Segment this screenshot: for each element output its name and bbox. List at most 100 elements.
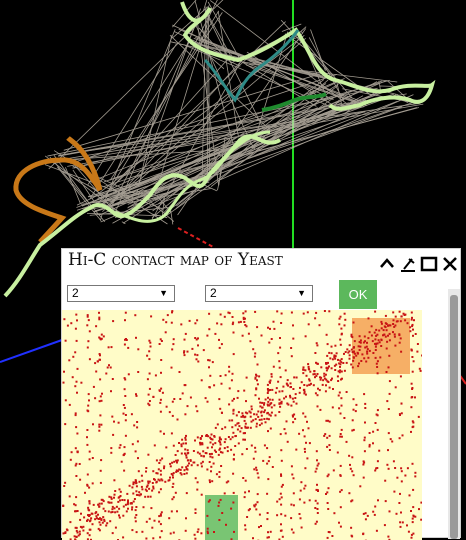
- contact-cell: [338, 370, 340, 372]
- contact-cell: [245, 400, 247, 402]
- contact-cell: [364, 437, 366, 439]
- contact-cell: [86, 429, 88, 431]
- contact-cell: [89, 330, 91, 332]
- contact-cell: [281, 496, 283, 498]
- contact-cell: [412, 518, 414, 520]
- contact-cell: [112, 378, 114, 380]
- contact-cell: [201, 379, 203, 381]
- maximize-icon[interactable]: [420, 255, 438, 273]
- contact-cell: [284, 428, 286, 430]
- contact-cell: [290, 405, 292, 407]
- contact-cell: [254, 378, 256, 380]
- contact-cell: [63, 371, 65, 373]
- contact-cell: [389, 510, 391, 512]
- contact-cell: [77, 451, 79, 453]
- contact-cell: [258, 375, 260, 377]
- contact-cell: [304, 451, 306, 453]
- contact-cell: [331, 367, 333, 369]
- contact-cell: [135, 482, 137, 484]
- scrollbar-thumb[interactable]: [450, 295, 458, 539]
- contact-cell: [213, 531, 215, 533]
- contact-cell: [88, 514, 90, 516]
- contact-cell: [322, 379, 324, 381]
- contact-cell: [163, 433, 165, 435]
- contact-cell: [412, 506, 414, 508]
- contact-cell: [181, 453, 183, 455]
- contact-cell: [89, 451, 91, 453]
- contact-cell: [137, 440, 139, 442]
- contact-cell: [399, 493, 401, 495]
- contact-cell: [99, 378, 101, 380]
- contact-cell: [374, 470, 376, 472]
- contact-cell: [89, 358, 91, 360]
- contact-cell: [205, 452, 207, 454]
- hic-heatmap[interactable]: [62, 310, 422, 540]
- contact-cell: [304, 435, 306, 437]
- contact-cell: [175, 454, 177, 456]
- contact-cell: [135, 514, 137, 516]
- contact-cell: [411, 349, 413, 351]
- contact-cell: [247, 427, 249, 429]
- contact-cell: [191, 464, 193, 466]
- panel-scrollbar[interactable]: [448, 289, 460, 539]
- contact-cell: [344, 313, 346, 315]
- contact-cell: [294, 418, 296, 420]
- contact-cell: [105, 373, 107, 375]
- ok-button[interactable]: OK: [339, 280, 377, 309]
- contact-cell: [390, 438, 392, 440]
- contact-cell: [70, 459, 72, 461]
- contact-cell: [281, 390, 283, 392]
- contact-cell: [158, 521, 160, 523]
- contact-cell: [257, 416, 259, 418]
- contact-cell: [284, 515, 286, 517]
- contact-cell: [149, 388, 151, 390]
- contact-cell: [146, 355, 148, 357]
- contact-cell: [136, 485, 138, 487]
- contact-cell: [260, 525, 262, 527]
- contact-cell: [384, 480, 386, 482]
- contact-cell: [203, 455, 205, 457]
- contact-cell: [388, 408, 390, 410]
- contact-cell: [289, 386, 291, 388]
- collapse-icon[interactable]: [378, 255, 396, 273]
- contact-cell: [396, 513, 398, 515]
- contact-cell: [365, 361, 367, 363]
- contact-cell: [98, 312, 100, 314]
- contact-cell: [257, 383, 259, 385]
- contact-cell: [392, 323, 394, 325]
- contact-cell: [180, 469, 182, 471]
- contact-cell: [367, 337, 369, 339]
- contact-cell: [378, 330, 380, 332]
- contact-cell: [276, 310, 278, 312]
- contact-cell: [126, 510, 128, 512]
- close-icon[interactable]: [441, 255, 459, 273]
- contact-cell: [340, 433, 342, 435]
- contact-cell: [264, 409, 266, 411]
- contact-cell: [114, 507, 116, 509]
- contact-cell: [136, 531, 138, 533]
- contact-cell: [109, 520, 111, 522]
- contact-cell: [272, 466, 274, 468]
- contact-cell: [364, 336, 366, 338]
- contact-cell: [180, 323, 182, 325]
- contact-cell: [125, 435, 127, 437]
- chromosome-b-select[interactable]: 2 ▼: [205, 285, 313, 302]
- contact-cell: [170, 533, 172, 535]
- contact-cell: [159, 343, 161, 345]
- pin-icon[interactable]: [399, 255, 417, 273]
- contact-cell: [251, 445, 253, 447]
- contact-cell: [413, 319, 415, 321]
- chromosome-a-select[interactable]: 2 ▼: [67, 285, 175, 302]
- panel-titlebar[interactable]: Hi-C contact map of Yeast: [62, 249, 460, 277]
- contact-cell: [316, 342, 318, 344]
- contact-cell: [180, 443, 182, 445]
- contact-cell: [267, 397, 269, 399]
- contact-cell: [211, 434, 213, 436]
- contact-cell: [64, 532, 66, 534]
- contact-cell: [366, 351, 368, 353]
- contact-cell: [255, 508, 257, 510]
- contact-cell: [196, 358, 198, 360]
- contact-cell: [267, 512, 269, 514]
- contact-cell: [375, 422, 377, 424]
- contact-cell: [352, 360, 354, 362]
